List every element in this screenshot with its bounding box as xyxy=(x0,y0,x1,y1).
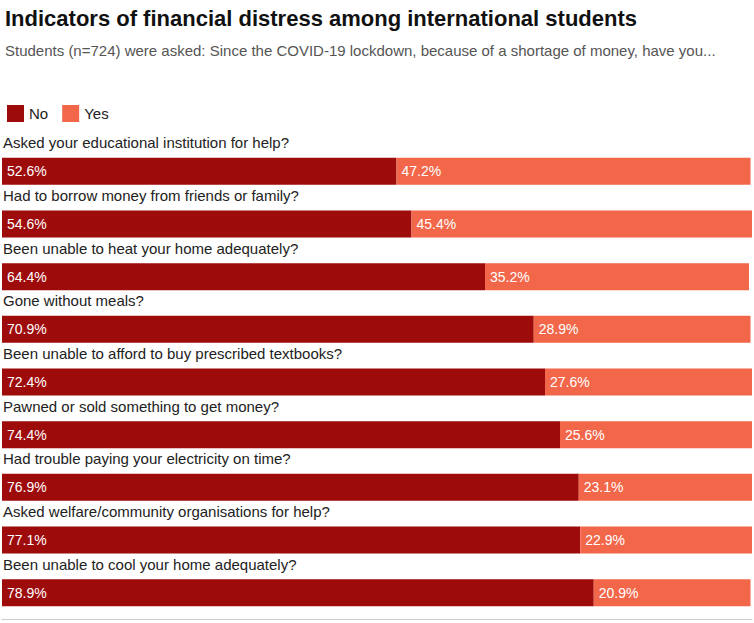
svg-text:27.6%: 27.6% xyxy=(550,374,590,390)
svg-text:Students (n=724) were asked: S: Students (n=724) were asked: Since the C… xyxy=(5,42,716,59)
svg-text:Pawned or sold something to ge: Pawned or sold something to get money? xyxy=(3,398,279,415)
svg-text:23.1%: 23.1% xyxy=(584,479,624,495)
svg-text:47.2%: 47.2% xyxy=(402,163,442,179)
svg-text:22.9%: 22.9% xyxy=(585,532,625,548)
svg-text:Had to borrow money from frien: Had to borrow money from friends or fami… xyxy=(3,187,299,204)
svg-text:74.4%: 74.4% xyxy=(7,427,47,443)
svg-text:70.9%: 70.9% xyxy=(7,321,47,337)
svg-text:Asked your educational institu: Asked your educational institution for h… xyxy=(3,134,289,151)
svg-text:Yes: Yes xyxy=(84,105,108,122)
svg-text:25.6%: 25.6% xyxy=(565,427,605,443)
svg-text:Indicators of financial distre: Indicators of financial distress among i… xyxy=(5,6,637,31)
svg-text:35.2%: 35.2% xyxy=(490,269,530,285)
svg-text:Been unable to afford to buy p: Been unable to afford to buy prescribed … xyxy=(3,345,342,362)
svg-text:Asked welfare/community organi: Asked welfare/community organisations fo… xyxy=(3,503,330,520)
svg-text:28.9%: 28.9% xyxy=(539,321,579,337)
svg-text:45.4%: 45.4% xyxy=(417,216,457,232)
svg-text:Gone without meals?: Gone without meals? xyxy=(3,292,144,309)
svg-text:78.9%: 78.9% xyxy=(7,585,47,601)
svg-text:72.4%: 72.4% xyxy=(7,374,47,390)
svg-text:76.9%: 76.9% xyxy=(7,479,47,495)
svg-text:No: No xyxy=(29,105,48,122)
svg-text:77.1%: 77.1% xyxy=(7,532,47,548)
svg-text:54.6%: 54.6% xyxy=(7,216,47,232)
svg-text:20.9%: 20.9% xyxy=(599,585,639,601)
svg-text:Been unable to cool your home: Been unable to cool your home adequately… xyxy=(3,556,297,573)
svg-text:Been unable to heat your home: Been unable to heat your home adequately… xyxy=(3,240,298,257)
svg-text:64.4%: 64.4% xyxy=(7,269,47,285)
svg-text:Had trouble paying your electr: Had trouble paying your electricity on t… xyxy=(3,450,291,467)
svg-text:52.6%: 52.6% xyxy=(7,163,47,179)
